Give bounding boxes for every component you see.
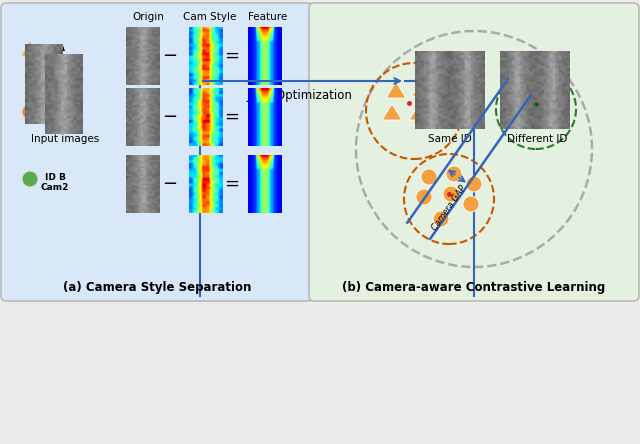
Circle shape [443, 186, 459, 202]
Text: Same ID: Same ID [428, 134, 472, 144]
Text: Origin: Origin [132, 12, 164, 22]
Text: ID A: ID A [45, 44, 65, 53]
FancyBboxPatch shape [1, 3, 313, 301]
Text: −: − [163, 108, 177, 126]
Circle shape [513, 80, 527, 94]
Circle shape [463, 196, 479, 212]
Circle shape [416, 189, 432, 205]
Text: ID B: ID B [45, 173, 65, 182]
Text: ID A: ID A [45, 106, 65, 115]
Circle shape [466, 176, 482, 192]
Text: Cam2: Cam2 [41, 116, 69, 126]
Text: Cam1: Cam1 [41, 56, 69, 64]
Text: −: − [163, 47, 177, 65]
Text: =: = [225, 108, 239, 126]
Circle shape [539, 80, 553, 94]
Text: Different ID: Different ID [507, 134, 567, 144]
Text: −: − [163, 175, 177, 193]
Circle shape [509, 97, 523, 111]
Polygon shape [382, 104, 402, 120]
Polygon shape [409, 104, 429, 120]
Text: Input images: Input images [31, 134, 99, 144]
Circle shape [22, 104, 38, 120]
FancyBboxPatch shape [309, 3, 639, 301]
Circle shape [547, 110, 561, 124]
Circle shape [446, 166, 462, 182]
Circle shape [433, 211, 449, 227]
Text: Joint Optimization: Joint Optimization [247, 90, 353, 103]
Text: Camera GAP: Camera GAP [430, 184, 468, 233]
Polygon shape [386, 82, 406, 98]
Circle shape [537, 97, 551, 111]
Text: (a) Camera Style Separation: (a) Camera Style Separation [63, 281, 251, 293]
Circle shape [22, 171, 38, 187]
Polygon shape [412, 80, 432, 96]
Text: Cam2: Cam2 [41, 183, 69, 193]
Text: =: = [225, 47, 239, 65]
Text: Feature: Feature [248, 12, 287, 22]
Text: =: = [225, 175, 239, 193]
Circle shape [421, 169, 437, 185]
Circle shape [524, 114, 538, 128]
Text: Cam Style: Cam Style [183, 12, 237, 22]
Polygon shape [21, 41, 39, 56]
Text: (b) Camera-aware Contrastive Learning: (b) Camera-aware Contrastive Learning [342, 281, 605, 293]
